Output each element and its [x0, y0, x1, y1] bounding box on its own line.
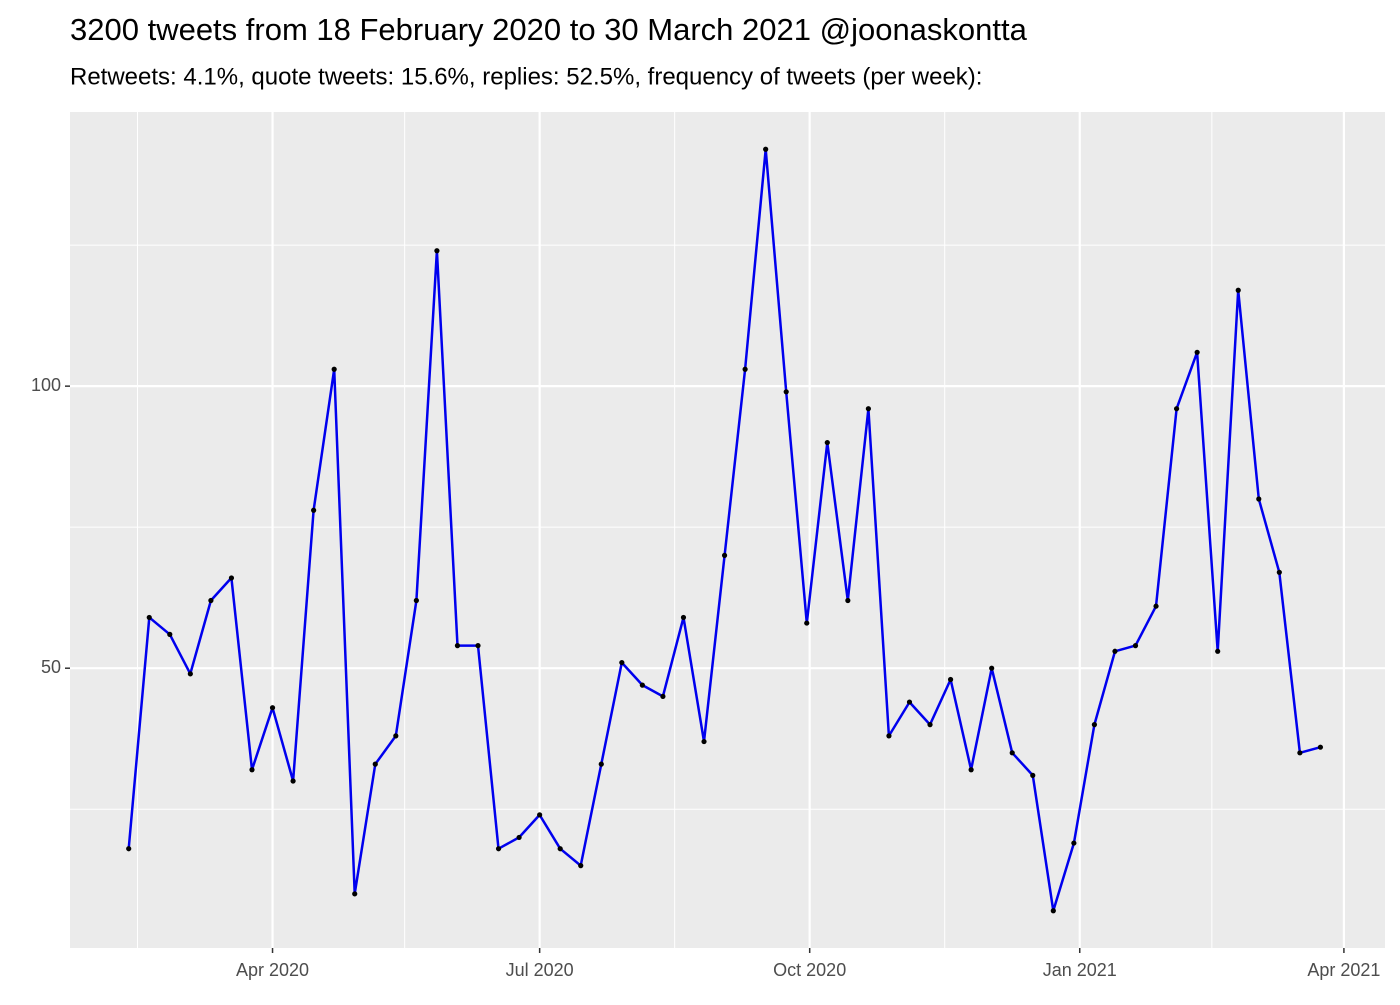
data-point [1153, 603, 1159, 609]
data-point [434, 248, 440, 254]
data-point [311, 507, 317, 513]
data-point [947, 676, 954, 683]
x-tick-label: Jul 2020 [506, 960, 574, 980]
data-point [331, 366, 337, 372]
data-point [393, 733, 399, 739]
data-point [269, 705, 276, 711]
data-point [1009, 750, 1015, 756]
x-tick-label: Oct 2020 [773, 960, 846, 980]
data-point [865, 406, 871, 412]
data-point [557, 846, 563, 852]
data-point [1194, 349, 1200, 355]
data-point [721, 552, 728, 558]
data-point [1112, 648, 1118, 654]
data-point [228, 575, 235, 581]
data-point [742, 366, 748, 372]
data-point [619, 659, 625, 666]
data-point [372, 761, 378, 767]
data-point [906, 699, 913, 705]
data-point [598, 761, 604, 767]
data-point [516, 834, 522, 841]
data-point [495, 846, 502, 852]
data-point [1173, 406, 1180, 412]
data-point [1215, 648, 1221, 654]
y-tick-label: 50 [41, 657, 61, 677]
y-tick-label: 100 [31, 375, 61, 395]
data-point [249, 767, 255, 773]
data-point [1235, 287, 1241, 293]
data-point [1276, 569, 1282, 575]
data-point [1030, 772, 1036, 778]
data-point [804, 620, 810, 626]
chart-subtitle: Retweets: 4.1%, quote tweets: 15.6%, rep… [70, 63, 982, 90]
data-point [886, 733, 892, 739]
x-tick-label: Jan 2021 [1043, 960, 1117, 980]
data-point [1132, 643, 1139, 649]
x-tick-label: Apr 2020 [236, 960, 309, 980]
data-point [413, 597, 419, 604]
data-point [208, 597, 214, 604]
x-tick-label: Apr 2021 [1307, 960, 1380, 980]
data-point [187, 671, 193, 677]
data-point [845, 597, 851, 604]
data-point [475, 643, 481, 649]
data-point [126, 846, 132, 852]
data-point [989, 665, 995, 671]
data-point [1317, 744, 1324, 750]
data-point [290, 778, 296, 784]
data-point [660, 693, 666, 700]
data-point [537, 812, 543, 818]
data-point [680, 614, 687, 621]
data-point [352, 891, 358, 897]
data-point [1071, 840, 1077, 846]
data-point [1256, 496, 1262, 502]
data-point [167, 631, 173, 637]
data-point [1297, 750, 1303, 756]
data-point [454, 643, 461, 649]
data-point [701, 738, 707, 745]
data-point [1091, 722, 1098, 728]
chart-title: 3200 tweets from 18 February 2020 to 30 … [70, 12, 1028, 47]
data-point [146, 614, 152, 621]
data-point [578, 863, 584, 869]
data-point [763, 146, 769, 152]
data-point [968, 767, 974, 773]
data-point [639, 682, 645, 688]
data-point [824, 439, 830, 446]
data-point [927, 722, 933, 728]
data-point [1050, 908, 1056, 914]
data-point [783, 389, 789, 395]
